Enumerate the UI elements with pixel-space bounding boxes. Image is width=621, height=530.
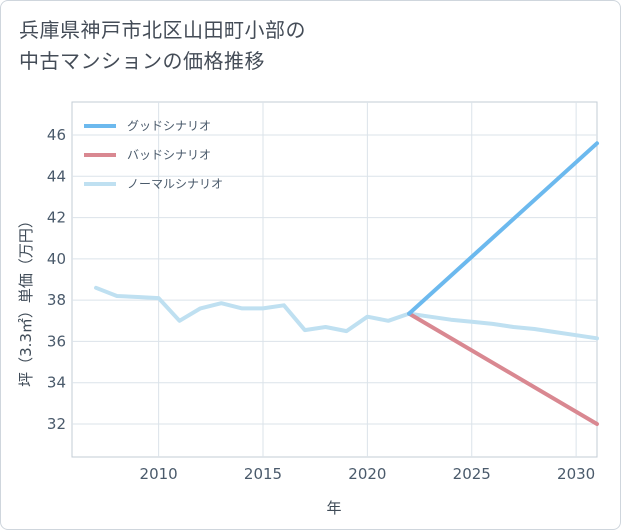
series-lines xyxy=(94,141,599,426)
plot-area xyxy=(71,101,598,458)
y-tick-label: 34 xyxy=(47,374,66,392)
legend-item-normal-scenario: ノーマルシナリオ xyxy=(84,177,223,191)
x-tick-label: 2015 xyxy=(244,465,282,483)
chart-title: 兵庫県神戸市北区山田町小部の 中古マンションの価格推移 xyxy=(19,15,306,77)
x-tick-label: 2030 xyxy=(557,465,595,483)
y-tick-label: 40 xyxy=(47,250,66,268)
y-tick-label: 32 xyxy=(47,415,66,433)
x-tick-label: 2020 xyxy=(348,465,386,483)
y-tick-label: 44 xyxy=(47,167,66,185)
y-axis-title: 坪（3.3㎡）単価（万円） xyxy=(17,213,35,387)
x-axis-ticks: 2010 2015 2020 2025 2030 xyxy=(140,465,596,483)
y-axis-ticks: 32 34 36 38 40 42 44 46 xyxy=(47,126,66,433)
legend-item-good-scenario: グッドシナリオ xyxy=(84,119,211,133)
bad-scenario-line xyxy=(407,311,599,426)
legend-label: グッドシナリオ xyxy=(127,119,211,133)
y-tick-label: 38 xyxy=(47,291,66,309)
chart-title-line-1: 兵庫県神戸市北区山田町小部の xyxy=(19,18,306,42)
legend-label: バッドシナリオ xyxy=(127,148,211,162)
y-tick-label: 46 xyxy=(47,126,66,144)
legend-item-bad-scenario: バッドシナリオ xyxy=(84,148,211,162)
y-tick-label: 36 xyxy=(47,332,66,350)
y-tick-label: 42 xyxy=(47,209,66,227)
normal-scenario-line xyxy=(94,285,599,341)
x-axis-title: 年 xyxy=(326,499,341,517)
x-tick-label: 2025 xyxy=(453,465,491,483)
good-scenario-line xyxy=(407,141,599,316)
legend-label: ノーマルシナリオ xyxy=(127,177,223,191)
x-tick-label: 2010 xyxy=(140,465,178,483)
chart-title-line-2: 中古マンションの価格推移 xyxy=(19,49,265,73)
